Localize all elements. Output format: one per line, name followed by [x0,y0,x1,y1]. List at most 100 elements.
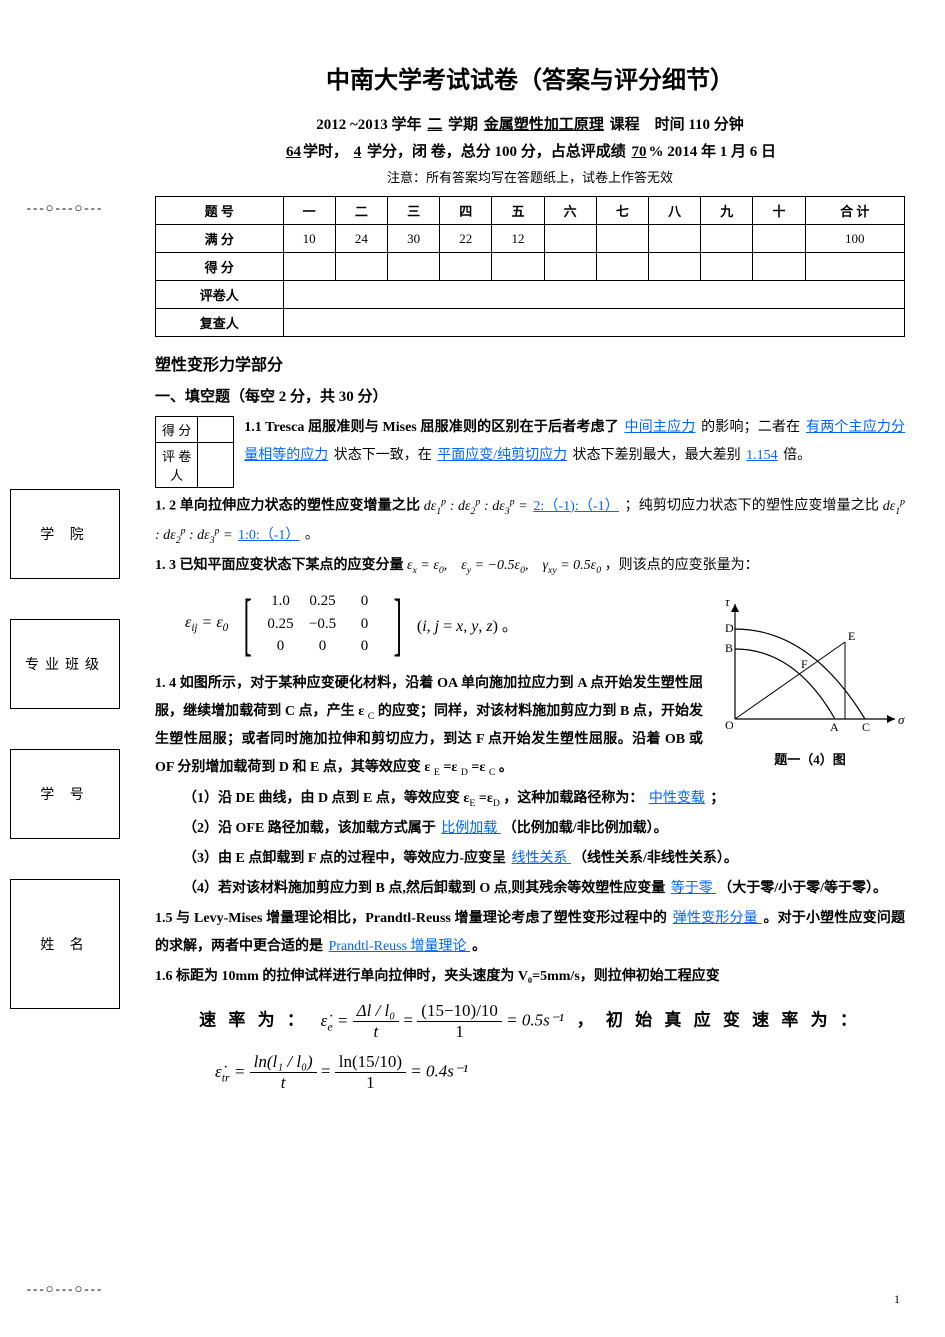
q1-2: 1. 2 单向拉伸应力状态的塑性应变增量之比 dε1p : dε2p : dε3… [155,492,905,550]
text: 。 [499,760,513,775]
q1-5: 1.5 与 Levy-Mises 增量理论相比，Prandtl-Reuss 增量… [155,905,905,961]
answer: 中性变载 [647,791,707,806]
th: 合 计 [805,197,904,225]
header-line-2: 64学时， 4 学分，闭 卷，总分 100 分，占总评成绩 70% 2014 年… [155,140,905,161]
text: ，则该点的应变张量为： [605,558,759,573]
th: 得 分 [156,253,284,281]
matrix-equation: εij = ε0 [ 1.00.250 0.25−0.50 000 ] (i, … [185,590,703,658]
sidebar-cut-top: ---○---○--- [10,200,120,216]
notice: 注意：所有答案均写在答题纸上，试卷上作答无效 [155,167,905,186]
text: （3）由 E 点卸载到 F 点的过程中，等效应力-应变呈 [183,851,506,866]
td: 100 [805,225,904,253]
answer: 比例加载 [439,821,503,836]
sub: C [368,711,375,722]
answer: Prandtl-Reuss 增量理论 [327,939,473,954]
answer: 1:0:（-1） [236,528,301,543]
q1-1: 1.1 Tresca 屈服准则与 Mises 屈服准则的区别在于后者考虑了 中间… [155,414,905,470]
text: 。 [305,528,319,543]
svg-text:B: B [725,641,733,655]
th: 题 号 [156,197,284,225]
answer: 平面应变/纯剪切应力 [435,448,569,463]
sidebar: ---○---○--- 学 院 专业班级 学 号 姓 名 ---○---○--- [0,0,130,1337]
th: 十 [753,197,805,225]
figure-chart: σ τ O D B E F A C 题一（4）图 [715,594,905,768]
td [648,225,700,253]
stress-diagram: σ τ O D B E F A C [715,594,905,739]
table-row: 题 号 一 二 三 四 五 六 七 八 九 十 合 计 [156,197,905,225]
text: =ε [443,760,457,775]
th: 三 [387,197,439,225]
svg-text:F: F [801,657,808,671]
th: 八 [648,197,700,225]
answer: 弹性变形分量 [671,911,764,926]
td: 得 分 [156,417,198,443]
text: 倍。 [783,448,811,463]
text: （线性关系/非线性关系）。 [573,851,738,866]
svg-text:A: A [830,720,839,734]
answer: 2:（-1):（-1） [531,499,621,514]
td [544,225,596,253]
th: 满 分 [156,225,284,253]
text: =ε [471,760,485,775]
content: 中南大学考试试卷（答案与评分细节） 2012 ~2013 学年 二 学期 金属塑… [130,0,945,1337]
lbl: 学时， [303,144,348,160]
sidebar-cut-bottom: ---○---○--- [10,1281,120,1297]
year: 2012 ~2013 [316,117,388,133]
mini-score-box: 得 分 评 卷人 [155,416,234,488]
score-table: 题 号 一 二 三 四 五 六 七 八 九 十 合 计 满 分 10 24 30… [155,196,905,337]
svg-text:E: E [848,629,855,643]
sidebar-box-id: 学 号 [10,749,120,839]
hours: 64 [284,144,303,160]
text: （4）若对该材料施加剪应力到 B 点,然后卸载到 O 点,则其残余等效塑性应变量 [183,881,665,896]
text: 1.1 Tresca 屈服准则与 Mises 屈服准则的区别在于后者考虑了 [244,420,619,435]
text: ； [710,791,724,806]
answer: 中间主应力 [623,420,698,435]
course: 金属塑性加工原理 [482,117,606,133]
sidebar-boxes: 学 院 专业班级 学 号 姓 名 [10,489,120,1009]
eq-6-2: ε̇tr = ln(l₁ / l₀)t = ln(15/10)1 = 0.4s⁻… [155,1052,905,1093]
text: ，这种加载路径称为： [503,791,643,806]
td [596,225,648,253]
text: 速 率 为 ： [199,1011,308,1030]
th: 评卷人 [156,281,284,309]
q1-heading: 一、填空题（每空 2 分，共 30 分） [155,385,905,406]
credits: 4 [352,144,364,160]
th: 五 [492,197,544,225]
lbl: 学期 [448,117,478,133]
table-row: 复查人 [156,309,905,337]
th: 七 [596,197,648,225]
sidebar-box-school: 学 院 [10,489,120,579]
td: 30 [387,225,439,253]
td: 10 [283,225,335,253]
lbl: 学年 [392,117,422,133]
answer: 线性关系 [510,851,574,866]
q1-4-2: （2）沿 OFE 路径加载，该加载方式属于 比例加载 （比例加载/非比例加载）。 [155,815,905,843]
text: （大于零/小于零/等于零）。 [718,881,887,896]
q1-4-1: （1）沿 DE 曲线，由 D 点到 E 点，等效应变 εE =εD ，这种加载路… [155,785,905,813]
text: ；纯剪切应力状态下的塑性应变增量之比 [625,499,879,514]
duration: 时间 110 分钟 [655,117,744,133]
page-number: 1 [894,1292,900,1307]
svg-text:O: O [725,718,734,732]
table-row: 得 分 [156,253,905,281]
th: 复查人 [156,309,284,337]
text: （2）沿 OFE 路径加载，该加载方式属于 [183,821,436,836]
sub: E [434,767,440,778]
section-title: 塑性变形力学部分 [155,351,905,375]
th: 一 [283,197,335,225]
figure-caption: 题一（4）图 [715,749,905,768]
lbl: % 2014 年 1 月 6 日 [649,144,777,160]
q1-4-4: （4）若对该材料施加剪应力到 B 点,然后卸载到 O 点,则其残余等效塑性应变量… [155,875,905,903]
answer: 等于零 [669,881,719,896]
pct: 70 [630,144,649,160]
text: （1）沿 DE 曲线，由 D 点到 E 点，等效应变 ε [183,791,469,806]
sub: C [489,767,496,778]
sidebar-box-class: 专业班级 [10,619,120,709]
td: 评 卷人 [156,443,198,488]
sidebar-box-name: 姓 名 [10,879,120,1009]
svg-text:D: D [725,621,734,635]
td [701,225,753,253]
svg-text:C: C [862,720,870,734]
th: 九 [701,197,753,225]
page: ---○---○--- 学 院 专业班级 学 号 姓 名 ---○---○---… [0,0,945,1337]
